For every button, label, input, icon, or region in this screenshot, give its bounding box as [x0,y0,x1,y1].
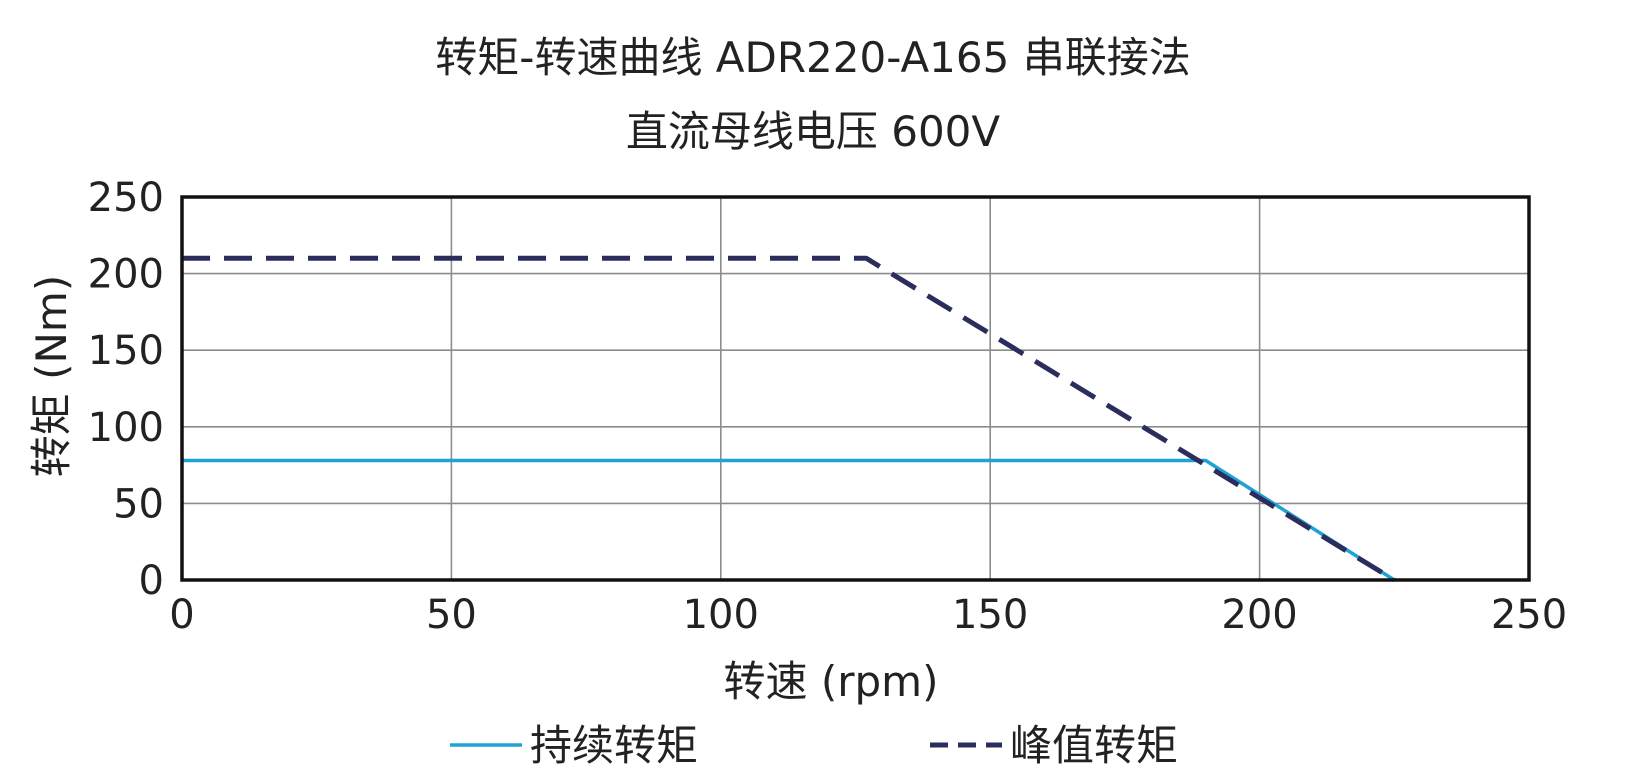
x-tick-label: 0 [169,592,194,638]
series-lines [182,255,1396,583]
chart-title: 转矩-转速曲线 ADR220-A165 串联接法 [435,33,1190,82]
y-tick-label: 100 [88,405,164,451]
tick-labels: 0 50 100 150 200 250 0 50 100 150 200 250 [88,175,1568,638]
series-line-2 [182,255,1396,583]
y-tick-label: 0 [139,558,164,604]
x-tick-label: 200 [1221,592,1297,638]
x-tick-label: 250 [1491,592,1567,638]
legend-label-2: 峰值转矩 [1010,721,1178,770]
y-tick-label: 250 [88,175,164,221]
y-tick-label: 150 [88,328,164,374]
x-axis-label: 转速 (rpm) [724,657,939,706]
y-tick-label: 50 [113,481,164,527]
grid-lines [182,197,1529,580]
x-tick-label: 100 [683,592,759,638]
legend-label-1: 持续转矩 [530,721,698,770]
y-tick-label: 200 [88,252,164,298]
x-tick-label: 50 [426,592,477,638]
y-axis-label: 转矩 (Nm) [27,275,76,477]
plot-frame [180,195,1531,582]
x-tick-label: 150 [952,592,1028,638]
legend: 持续转矩 峰值转矩 [450,721,1178,770]
chart-subtitle: 直流母线电压 600V [626,107,1001,156]
